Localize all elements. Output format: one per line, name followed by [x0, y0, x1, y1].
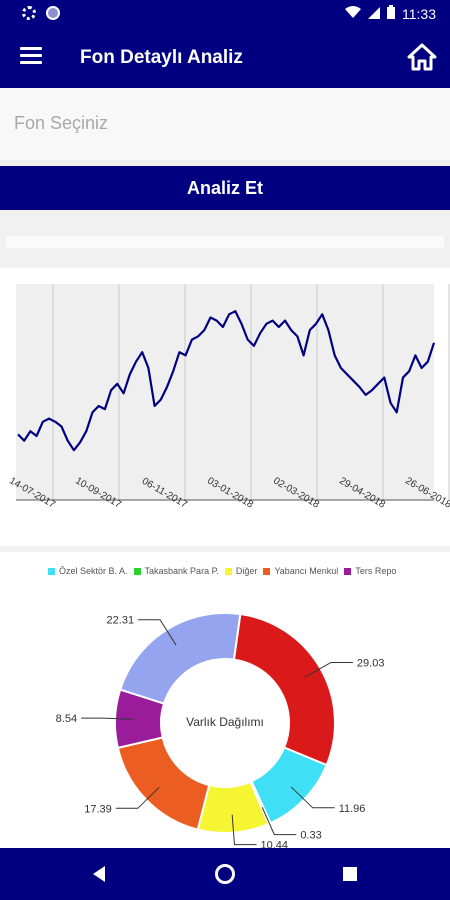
line-chart-card: 14-07-2017 10-09-2017 06-11-2017 03-01-2018… — [0, 268, 450, 546]
pie-value-label: 8.54 — [56, 713, 77, 725]
legend-item: Ters Repo — [344, 566, 396, 576]
legend-swatch — [48, 567, 55, 575]
wifi-icon — [345, 5, 361, 22]
battery-icon — [387, 5, 395, 22]
signal-icon — [368, 6, 380, 22]
pie-value-label: 22.31 — [107, 615, 135, 627]
pie-leader-line — [115, 786, 160, 809]
nav-home-icon[interactable] — [215, 864, 235, 884]
legend-label: Özel Sektör B. A. — [59, 566, 128, 576]
pie-value-label: 0.33 — [300, 830, 321, 842]
legend-item: Özel Sektör B. A. — [48, 566, 128, 576]
back-icon[interactable] — [93, 866, 105, 882]
recent-apps-icon[interactable] — [343, 867, 357, 881]
line-chart: 14-07-2017 10-09-2017 06-11-2017 03-01-2018… — [7, 284, 450, 511]
app-bar: Fon Detaylı Analiz — [0, 28, 450, 88]
page-title: Fon Detaylı Analiz — [80, 47, 243, 68]
legend-label: Diğer — [235, 566, 258, 576]
fund-picker[interactable]: Fon Seçiniz — [0, 88, 450, 160]
clock: 11:33 — [402, 5, 436, 22]
legend-item: Yabancı Menkul — [263, 566, 338, 576]
legend-swatch — [133, 567, 141, 575]
pie-value-label: 29.03 — [357, 657, 385, 669]
pie-leader-line — [290, 786, 335, 809]
donut-chart: 29.03 11.96 0.33 10.44 17.39 8.54 22.31 Varlık… — [56, 612, 385, 852]
settings-icon — [22, 6, 36, 20]
info-bar — [6, 236, 444, 248]
legend-item: Diğer — [224, 566, 258, 576]
pie-slice — [232, 612, 336, 767]
pie-leader-line — [138, 619, 177, 646]
pie-leader-line — [304, 661, 353, 678]
menu-icon[interactable] — [20, 47, 42, 65]
pie-value-label: 11.96 — [339, 803, 366, 815]
pie-legend: Özel Sektör B. A. Takasbank Para P. Diğer Y… — [48, 566, 402, 576]
legend-label: Yabancı Menkul — [274, 566, 339, 576]
pie-slice — [118, 612, 242, 705]
pie-slice — [116, 736, 211, 831]
legend-label: Ters Repo — [355, 566, 397, 576]
home-icon[interactable] — [406, 41, 438, 73]
legend-item: Takasbank Para P. — [133, 566, 219, 576]
pie-leader-line — [261, 806, 297, 836]
pie-value-label: 17.39 — [84, 803, 112, 815]
pie-center-label: Varlık Dağılımı — [186, 715, 264, 729]
series-line — [17, 310, 436, 452]
legend-label: Takasbank Para P. — [144, 566, 219, 576]
status-bar: 11:33 — [0, 0, 450, 28]
legend-swatch — [224, 567, 232, 575]
fund-picker-placeholder: Fon Seçiniz — [14, 113, 109, 133]
pie-chart-card: Özel Sektör B. A. Takasbank Para P. Diğer Y… — [0, 552, 450, 852]
status-left — [22, 6, 60, 20]
nav-bar — [0, 848, 450, 900]
legend-swatch — [344, 567, 352, 575]
pie-leader-line — [81, 717, 134, 720]
analyze-button[interactable]: Analiz Et — [0, 166, 450, 210]
notification-icon — [46, 6, 60, 20]
pie-value-label: 10.44 — [260, 840, 288, 848]
pie-leader-line — [231, 814, 257, 846]
status-right: 11:33 — [345, 5, 436, 22]
legend-swatch — [263, 567, 271, 575]
